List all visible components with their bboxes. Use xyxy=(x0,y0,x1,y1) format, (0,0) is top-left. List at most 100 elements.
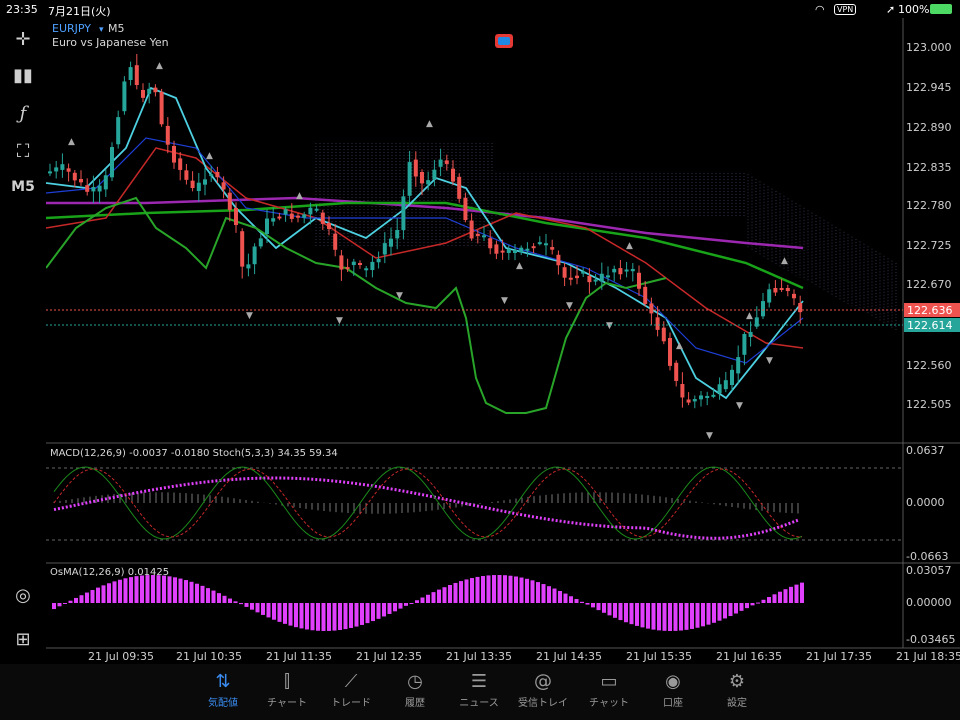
time-label: 21 Jul 18:35 xyxy=(896,650,960,663)
chat-icon: ▭ xyxy=(600,671,618,692)
tab-quotes[interactable]: ⇅ 気配値 xyxy=(193,670,253,709)
bid-price: 122.636 xyxy=(907,304,953,317)
osma-bar xyxy=(514,576,518,603)
osma-bar xyxy=(195,583,199,603)
fractal-down-icon: ▼ xyxy=(706,431,713,441)
tab-label: 口座 xyxy=(663,698,683,709)
candle-body xyxy=(376,258,381,263)
osma-bar xyxy=(184,580,188,603)
osma-scale-min: -0.03465 xyxy=(906,633,955,646)
candle-body xyxy=(382,243,387,255)
fractal-down-icon: ▼ xyxy=(396,291,403,301)
left-toolbar: ✛ ▮▮ ƒ ⛶ M5 ◎ ⊞ xyxy=(0,18,46,650)
tab-trade[interactable]: ⟋ トレード xyxy=(321,670,381,709)
macd-label: MACD(12,26,9) -0.0037 -0.0180 Stoch(5,3,… xyxy=(50,448,338,459)
time-label: 21 Jul 12:35 xyxy=(356,650,422,663)
tab-account[interactable]: ◉ 口座 xyxy=(643,670,703,709)
candle-body xyxy=(240,231,245,267)
osma-bar xyxy=(57,603,62,607)
symbol-dropdown-icon[interactable]: ▾ xyxy=(99,25,104,35)
tab-mailbox[interactable]: @ 受信トレイ xyxy=(513,670,573,709)
chikou-line xyxy=(45,196,667,414)
osma-bar xyxy=(651,603,656,630)
candle-body xyxy=(289,213,294,219)
tab-chat[interactable]: ▭ チャット xyxy=(579,670,639,709)
time-label: 21 Jul 11:35 xyxy=(266,650,332,663)
candle-body xyxy=(48,171,52,174)
candle-body xyxy=(413,159,418,177)
osma-bar xyxy=(211,590,216,603)
wifi-icon: ◠ xyxy=(815,3,825,16)
tab-history[interactable]: ◷ 履歴 xyxy=(385,670,445,709)
osma-bar xyxy=(673,603,678,631)
candle-body xyxy=(97,185,102,192)
candle-body xyxy=(203,179,207,185)
osma-bar xyxy=(255,603,260,613)
tab-chart[interactable]: ⫿ チャート xyxy=(257,670,317,709)
candle-body xyxy=(246,264,251,269)
candle-body xyxy=(91,187,96,192)
osma-bar xyxy=(750,603,755,606)
fractal-up-icon: ▲ xyxy=(516,261,523,271)
tab-label: 受信トレイ xyxy=(518,698,568,709)
indicator-icon[interactable]: ◎ xyxy=(15,584,31,606)
tab-label: トレード xyxy=(331,698,371,709)
price-label: 122.725 xyxy=(906,239,952,252)
candle-body xyxy=(736,357,741,374)
tab-news[interactable]: ☰ ニュース xyxy=(449,670,509,709)
candle-body xyxy=(172,146,176,163)
ask-price-badge xyxy=(904,318,960,332)
candle-body xyxy=(252,246,257,265)
candle-body xyxy=(606,275,610,278)
chart-type-icon[interactable]: ▮▮ xyxy=(13,64,33,86)
osma-bar xyxy=(90,590,95,603)
candle-body xyxy=(370,261,375,270)
osma-bar xyxy=(618,603,623,621)
candle-body xyxy=(147,88,152,94)
candle-body xyxy=(599,273,604,282)
osma-bar xyxy=(475,576,480,603)
fractal-down-icon: ▼ xyxy=(336,316,343,326)
osma-bar xyxy=(338,603,342,630)
crosshair-icon[interactable]: ✛ xyxy=(15,28,31,50)
candle-body xyxy=(742,334,747,355)
osma-bar xyxy=(662,603,667,631)
osma-bar xyxy=(536,582,540,603)
chart-area[interactable]: ▲ ▲ ▲ ▲ ▲ ▲ ▲ ▲ ▲ ▲ ▼ ▼ ▼ ▼ ▼ ▼ ▼ ▼ ▼ 123.000 122.945 122.… xyxy=(45,18,960,663)
objects-icon[interactable]: ⛶ xyxy=(16,140,30,162)
candle-body xyxy=(537,242,542,245)
fractal-up-icon: ▲ xyxy=(296,191,303,201)
osma-bar xyxy=(470,578,474,603)
osma-bar xyxy=(189,581,194,603)
candle-body xyxy=(389,238,393,247)
candle-body xyxy=(482,235,486,238)
osma-bar xyxy=(294,603,298,628)
osma-bar xyxy=(481,576,485,603)
osma-bar xyxy=(492,575,496,603)
osma-bar xyxy=(305,603,309,630)
osma-bar xyxy=(123,578,128,603)
candle-body xyxy=(271,218,276,222)
candle-body xyxy=(215,172,220,178)
osma-bar xyxy=(668,603,672,631)
function-icon[interactable]: ƒ xyxy=(19,102,27,124)
candle-body xyxy=(723,380,728,390)
candle-body xyxy=(513,250,517,253)
candle-body xyxy=(159,91,164,125)
osma-bar xyxy=(321,603,326,631)
osma-bar xyxy=(519,577,524,603)
chart-svg[interactable]: ▲ ▲ ▲ ▲ ▲ ▲ ▲ ▲ ▲ ▲ ▼ ▼ ▼ ▼ ▼ ▼ ▼ ▼ ▼ 123.000 122.945 122.… xyxy=(45,18,960,663)
fractal-down-icon: ▼ xyxy=(246,311,253,321)
osma-bar xyxy=(497,575,502,603)
candle-body xyxy=(562,267,567,278)
add-window-icon[interactable]: ⊞ xyxy=(15,628,31,650)
candle-body xyxy=(581,271,586,274)
gear-icon: ⚙ xyxy=(728,671,746,692)
tab-settings[interactable]: ⚙ 設定 xyxy=(707,670,767,709)
candle-body xyxy=(395,229,400,239)
candle-body xyxy=(358,263,362,265)
osma-bar xyxy=(63,603,67,604)
timeframe-button[interactable]: M5 xyxy=(11,179,35,195)
osma-bar xyxy=(761,599,766,603)
symbol-name[interactable]: EURJPY xyxy=(52,22,91,35)
